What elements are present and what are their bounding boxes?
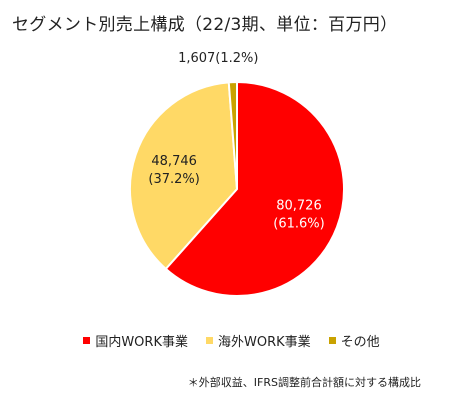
- data-label-percent-domestic: (61.6%): [273, 217, 324, 232]
- legend-label-other: その他: [340, 335, 380, 350]
- chart-title: セグメント別売上構成（22/3期、単位：百万円）: [12, 15, 398, 35]
- pie-slice-domestic: [164, 80, 345, 297]
- data-label-value-overseas: 48,746: [151, 154, 197, 169]
- legend-item-domestic: 国内WORK事業: [83, 331, 188, 350]
- pie-slice-overseas: [129, 81, 239, 271]
- footnote: ＊外部収益、IFRS調整前合計額に対する構成比: [187, 376, 421, 389]
- legend: 国内WORK事業 海外WORK事業 その他: [0, 331, 463, 350]
- data-label-percent-overseas: (37.2%): [148, 172, 199, 187]
- data-label-other: 1,607(1.2%): [178, 51, 258, 66]
- legend-item-other: その他: [328, 331, 380, 350]
- pie-slice-other: [227, 80, 238, 190]
- legend-label-domestic: 国内WORK事業: [95, 335, 188, 350]
- legend-swatch-other: [328, 337, 336, 344]
- legend-item-overseas: 海外WORK事業: [205, 331, 311, 350]
- data-label-value-domestic: 80,726: [276, 199, 322, 214]
- legend-swatch-overseas: [205, 337, 213, 344]
- legend-swatch-domestic: [83, 337, 91, 344]
- legend-label-overseas: 海外WORK事業: [217, 335, 311, 350]
